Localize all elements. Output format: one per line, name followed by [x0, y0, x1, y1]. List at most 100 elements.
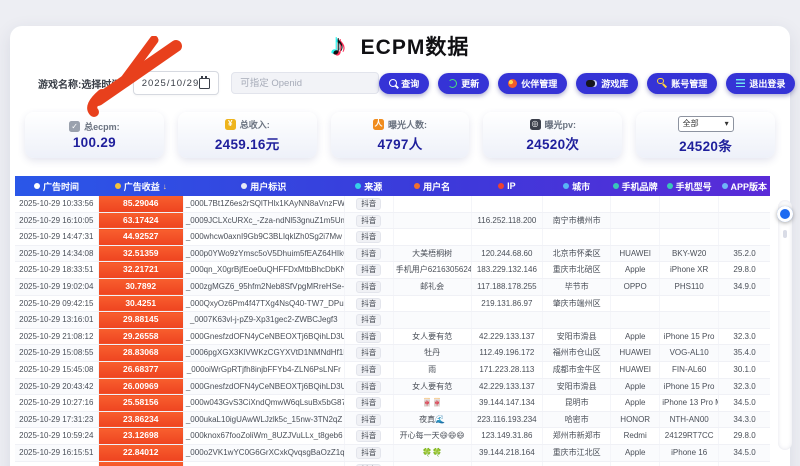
source-badge: 抖音 [356, 430, 382, 443]
game-name-label: 游戏名称: [38, 79, 82, 91]
table-row: 2025-10-29 16:15:51 22.84012 _000o2VK1wYC0… [15, 444, 770, 462]
column-header-user[interactable]: 用户名 [393, 176, 471, 196]
app-version-icon [721, 183, 728, 189]
stat-header: ◎ 曝光pv: [529, 118, 576, 131]
column-header-money[interactable]: 广告收益 ↓ [98, 176, 183, 196]
cell-model: iPhone 13 Pro Max [659, 394, 720, 412]
column-header-phone-model[interactable]: 手机型号 [660, 176, 719, 196]
cell-username: 手机用户62163056240 [393, 261, 472, 279]
scrollbar-knob[interactable] [777, 206, 793, 222]
cell-source: 抖音 [344, 361, 394, 379]
action-button-partner[interactable]: 伙伴管理 [498, 72, 568, 94]
cell-version: 34.9.0 [718, 278, 770, 296]
cell-ip: 223.116.193.234 [471, 411, 544, 429]
action-button-game[interactable]: 游戏库 [576, 72, 639, 94]
source-icon [355, 183, 362, 189]
cell-city: 成都市金牛区 [542, 361, 612, 379]
cell-brand: Apple [610, 328, 661, 346]
cell-revenue: 25.58156 [98, 394, 184, 412]
cell-time: 2025-10-29 15:08:55 [15, 344, 99, 362]
column-header-app-version[interactable]: APP版本 [719, 176, 770, 196]
scope-select[interactable]: 全部 ▾ [677, 115, 734, 132]
cell-username: 牡丹 [393, 344, 472, 362]
scrollbar-track[interactable] [777, 200, 793, 450]
cell-city: 北京市怀柔区 [542, 245, 612, 263]
cell-uid: _000zgMGZ6_95hfm2Neb8SfVpgMRreHSe-tj [183, 278, 345, 296]
cell-brand: OPPO [610, 278, 661, 296]
cell-source: 抖音 [344, 212, 394, 230]
action-button-search[interactable]: 查询 [379, 72, 430, 94]
column-header-inner: 用户名 [393, 180, 471, 193]
column-header-inner: 广告收益 ↓ [98, 180, 183, 193]
column-header-phone-brand[interactable]: 手机品牌 [611, 176, 660, 196]
date-value: 2025/10/29 [141, 77, 200, 89]
table-row: 2025-10-29 21:08:12 29.26558 _000GnesfzdOF… [15, 328, 770, 346]
cell-version [718, 295, 770, 313]
cell-uid: _000p0YWo9zYmsc5oV5Dhuim5fEAZ64HIkC [183, 245, 345, 263]
cell-version [718, 461, 770, 466]
checkbox-icon: ✓ [69, 121, 81, 132]
cell-version: 35.4.0 [718, 344, 770, 362]
cell-uid: _000GnesfzdOFN4yCeNBEOXTj6BQihLD3U7 [183, 378, 345, 396]
sort-desc-icon[interactable]: ↓ [162, 181, 167, 191]
action-button-key[interactable]: 账号管理 [647, 72, 718, 94]
cell-model: iPhone 15 Pro [659, 378, 720, 396]
table-row: 2025-10-29 09:42:15 30.4251 _000QxyOz6Pm4f… [15, 295, 770, 313]
cell-source: 抖音 [344, 394, 394, 412]
column-header-inner: 手机型号 [660, 180, 719, 193]
column-header-inner: 用户标识 [183, 180, 344, 193]
column-header-clock[interactable]: 广告时间 [15, 176, 98, 196]
stat-header: ¥ 总收入: [224, 118, 270, 131]
cell-source: 抖音 [344, 444, 394, 462]
cell-username [393, 461, 472, 466]
cell-city: 肇庆市端州区 [542, 295, 612, 313]
cell-time: 2025-10-29 19:02:04 [15, 278, 99, 296]
data-table: 广告时间 广告收益 ↓ 用户标识 来源 用户名 IP 城市 手机品牌 手机型号 APP版本 2025… [15, 176, 770, 466]
cell-brand: HUAWEI [610, 245, 661, 263]
cell-time: 2025-10-29 18:33:51 [15, 261, 99, 279]
column-header-inner: 手机品牌 [611, 180, 660, 193]
column-header-city[interactable]: 城市 [543, 176, 611, 196]
table-row: 2025-10-29 15:45:08 26.68377 _000oiWrGpRTj… [15, 361, 770, 379]
column-label: 广告时间 [43, 181, 80, 192]
stat-value: 24520次 [526, 136, 580, 152]
cell-time: 2025-10-29 09:42:15 [15, 295, 99, 313]
action-button-refresh[interactable]: 更新 [438, 72, 490, 94]
column-header-inner: 城市 [543, 180, 611, 193]
cell-ip: 39.144.218.164 [471, 444, 544, 462]
table-row: 2025-10-29 19:02:04 30.7892 _000zgMGZ6_95h… [15, 278, 770, 296]
cell-ip [471, 461, 544, 466]
cell-username [393, 228, 472, 246]
cell-time: 2025-10-29 20:43:42 [15, 378, 99, 396]
openid-input[interactable] [231, 72, 380, 94]
scrollbar-dash [783, 230, 787, 238]
cell-uid: _000L7Bt1Z6es2rSQlTHlx1KAyNN8aVnzFWM [183, 196, 345, 213]
stat-header: 人曝光人数: [372, 118, 427, 131]
column-header-source[interactable]: 来源 [344, 176, 393, 196]
cell-city [542, 196, 612, 213]
date-input[interactable]: 2025/10/29 [132, 71, 220, 95]
action-button-logout[interactable]: 退出登录 [726, 72, 796, 94]
cell-brand: HUAWEI [610, 361, 661, 379]
cell-revenue: 44.92527 [98, 228, 184, 246]
cell-source: 抖音 [344, 427, 394, 445]
scope-select-value: 全部 [682, 119, 699, 128]
cell-source: 抖音 [344, 344, 394, 362]
cell-model [659, 228, 720, 246]
source-badge: 抖音 [356, 214, 382, 227]
table-row: 2025-10-29 10:27:16 25.58156 _000w043GvS3C… [15, 394, 770, 412]
stat-card: ◎ 曝光pv: 24520次 [483, 112, 623, 158]
table-row: 2025-10-29 10:59:24 23.12698 _000knox67foo… [15, 427, 770, 445]
cell-version [718, 212, 770, 230]
column-header-id[interactable]: 用户标识 [183, 176, 344, 196]
cell-source: 抖音 [344, 295, 394, 313]
cell-model: iPhone XR [659, 261, 720, 279]
cell-source: 抖音 [344, 245, 394, 263]
cell-time: 2025-10-29 10:33:56 [15, 196, 99, 213]
cell-version: 34.5.0 [718, 444, 770, 462]
column-header-inner: IP [471, 181, 543, 191]
table-row: 2025-10-29 15:08:55 28.83068 _0006pgXGX3Kl… [15, 344, 770, 362]
cell-ip: 117.188.178.255 [471, 278, 544, 296]
cell-time: 2025-10-29 10:59:24 [15, 427, 99, 445]
column-header-ip[interactable]: IP [471, 176, 543, 196]
